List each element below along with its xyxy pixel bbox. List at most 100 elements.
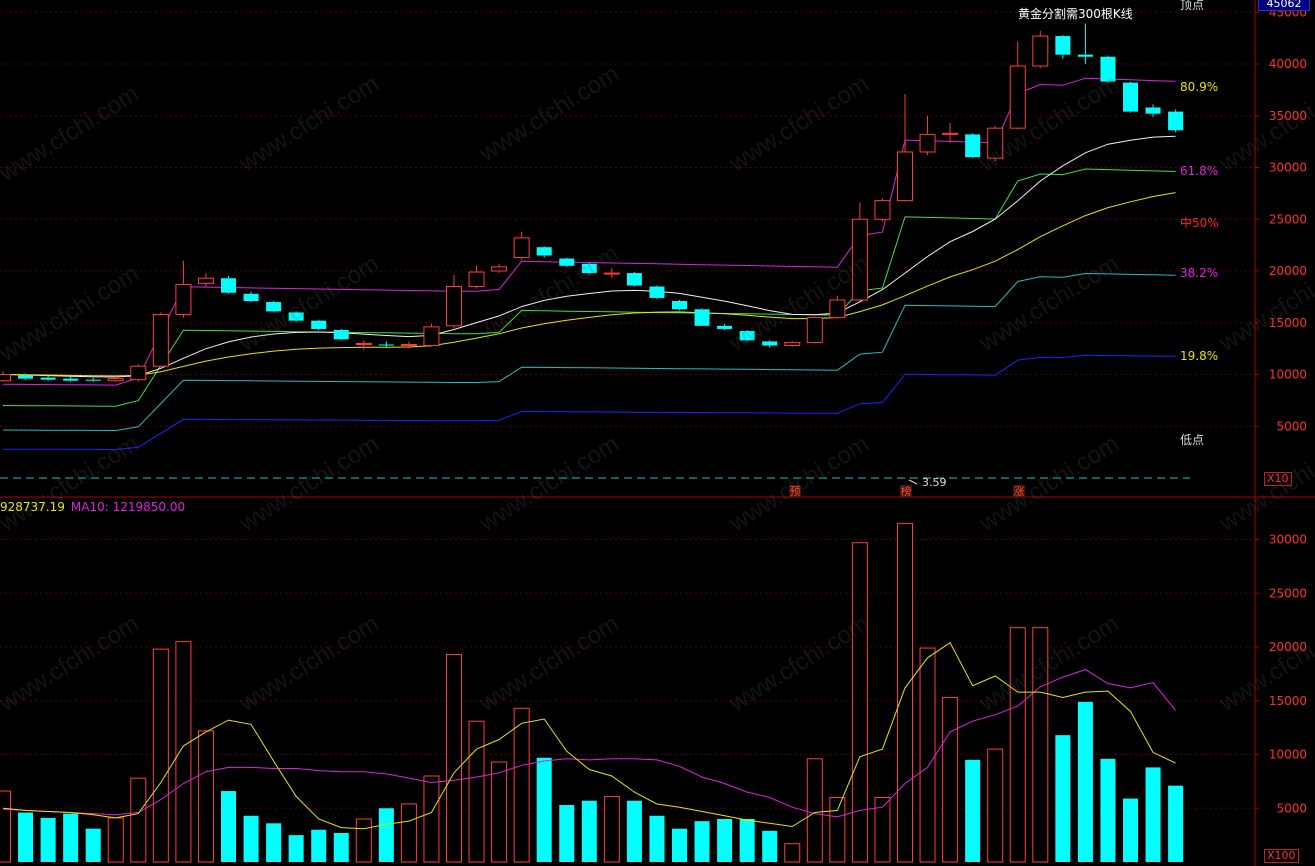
candle-body	[63, 378, 79, 381]
volume-tick-label: 5000	[1276, 801, 1307, 815]
signal-tag: 涨	[1013, 485, 1025, 498]
candle-body	[1032, 35, 1049, 67]
volume-bar	[40, 817, 56, 862]
candle-body	[1009, 65, 1026, 129]
candle-body	[1055, 36, 1071, 55]
envelope-green-line	[2, 168, 1176, 407]
candle-body	[1145, 107, 1161, 114]
high-label: 顶点	[1180, 0, 1205, 12]
candle-body	[942, 132, 959, 135]
point-value-label: 3.59	[922, 476, 947, 489]
volume-bar	[468, 720, 485, 863]
candle-body	[874, 200, 891, 220]
volume-bar	[965, 759, 981, 862]
candle-body	[197, 277, 214, 284]
volume-bar	[63, 813, 79, 862]
volume-bar	[784, 843, 801, 863]
volume-bar	[266, 823, 282, 862]
price-tick-label: 40000	[1269, 57, 1307, 71]
ma-white-line	[2, 135, 1176, 378]
candle-body	[152, 313, 169, 367]
envelope-cyan-line	[2, 272, 1176, 432]
volume-bar	[311, 829, 327, 862]
candle-body	[536, 247, 552, 256]
volume-bar	[1032, 627, 1049, 863]
volume-bar	[1100, 758, 1116, 862]
volume-ma10-line	[2, 669, 1176, 818]
volume-bar	[243, 815, 259, 862]
candle-body	[784, 341, 801, 347]
volume-bar	[762, 830, 778, 862]
candle-body	[581, 263, 597, 274]
candle-body	[717, 325, 733, 329]
volume-tick-label: 10000	[1269, 748, 1307, 762]
volume-scale-x100: X100	[1264, 849, 1299, 863]
volume-bar	[717, 819, 733, 862]
candle-body	[446, 286, 462, 327]
candle-body	[311, 320, 327, 329]
candle-body	[468, 271, 485, 288]
volume-bar	[85, 828, 101, 862]
candle-body	[559, 258, 575, 266]
volume-bar	[1009, 627, 1026, 863]
candle-body	[266, 302, 282, 312]
candle-body	[762, 341, 778, 346]
signal-tag: 预	[789, 485, 801, 498]
volume-tick-label: 25000	[1269, 586, 1307, 600]
candle-body	[1077, 54, 1093, 57]
volume-bar	[603, 795, 620, 863]
price-tick-label: 20000	[1269, 264, 1307, 278]
candle-body	[400, 343, 417, 347]
candle-body	[649, 286, 665, 298]
envelope-magenta-line	[2, 77, 1176, 386]
signal-tag: 榜	[900, 485, 912, 498]
low-label: 低点	[1180, 433, 1205, 447]
price-tick-label: 25000	[1269, 212, 1307, 226]
volume-ma-legend: 928737.19 MA10: 1219850.00	[0, 500, 191, 514]
volume-bar	[626, 800, 642, 862]
candle-body	[40, 377, 56, 380]
volume-bar	[672, 828, 687, 862]
volume-bar	[559, 805, 575, 862]
candle-body	[107, 378, 124, 382]
volume-bar	[491, 761, 508, 863]
candle-body	[829, 299, 846, 319]
volume-bar	[152, 648, 169, 863]
price-tick-label: 5000	[1276, 419, 1307, 433]
current-price-box: 45062	[1258, 0, 1310, 11]
candle-body	[355, 342, 372, 345]
chart-title: 黄金分割需300根K线	[1018, 7, 1133, 21]
volume-bar	[1055, 735, 1071, 862]
candle-body	[672, 301, 687, 310]
volume-bar	[1123, 798, 1138, 862]
candle-body	[851, 218, 868, 301]
volume-bar	[851, 542, 868, 863]
price-tick-label: 15000	[1269, 316, 1307, 330]
envelope-blue-line	[2, 354, 1176, 451]
volume-bar	[130, 777, 147, 863]
candle-body	[513, 237, 530, 259]
fib-level-label: 61.8%	[1180, 164, 1219, 178]
candle-body	[626, 273, 642, 286]
candle-body	[491, 266, 508, 272]
fib-level-label: 19.8%	[1180, 349, 1219, 363]
volume-bar	[1077, 701, 1093, 862]
candle-body	[378, 344, 394, 346]
candle-body	[897, 151, 913, 202]
volume-bar	[919, 647, 936, 863]
candle-body	[18, 375, 34, 379]
volume-bar	[355, 818, 372, 863]
candle-body	[1100, 56, 1116, 82]
pointer-arrow	[908, 479, 918, 485]
candle-body	[965, 134, 981, 158]
candle-body	[739, 331, 755, 341]
candle-body	[806, 317, 823, 343]
volume-tick-label: 30000	[1269, 533, 1307, 547]
candle-body	[1123, 82, 1138, 112]
volume-bar	[536, 757, 552, 862]
volume-bar	[897, 522, 913, 863]
ma-yellow-line	[2, 192, 1176, 377]
volume-bar	[18, 812, 34, 862]
ma5-value: 928737.19	[0, 500, 65, 514]
